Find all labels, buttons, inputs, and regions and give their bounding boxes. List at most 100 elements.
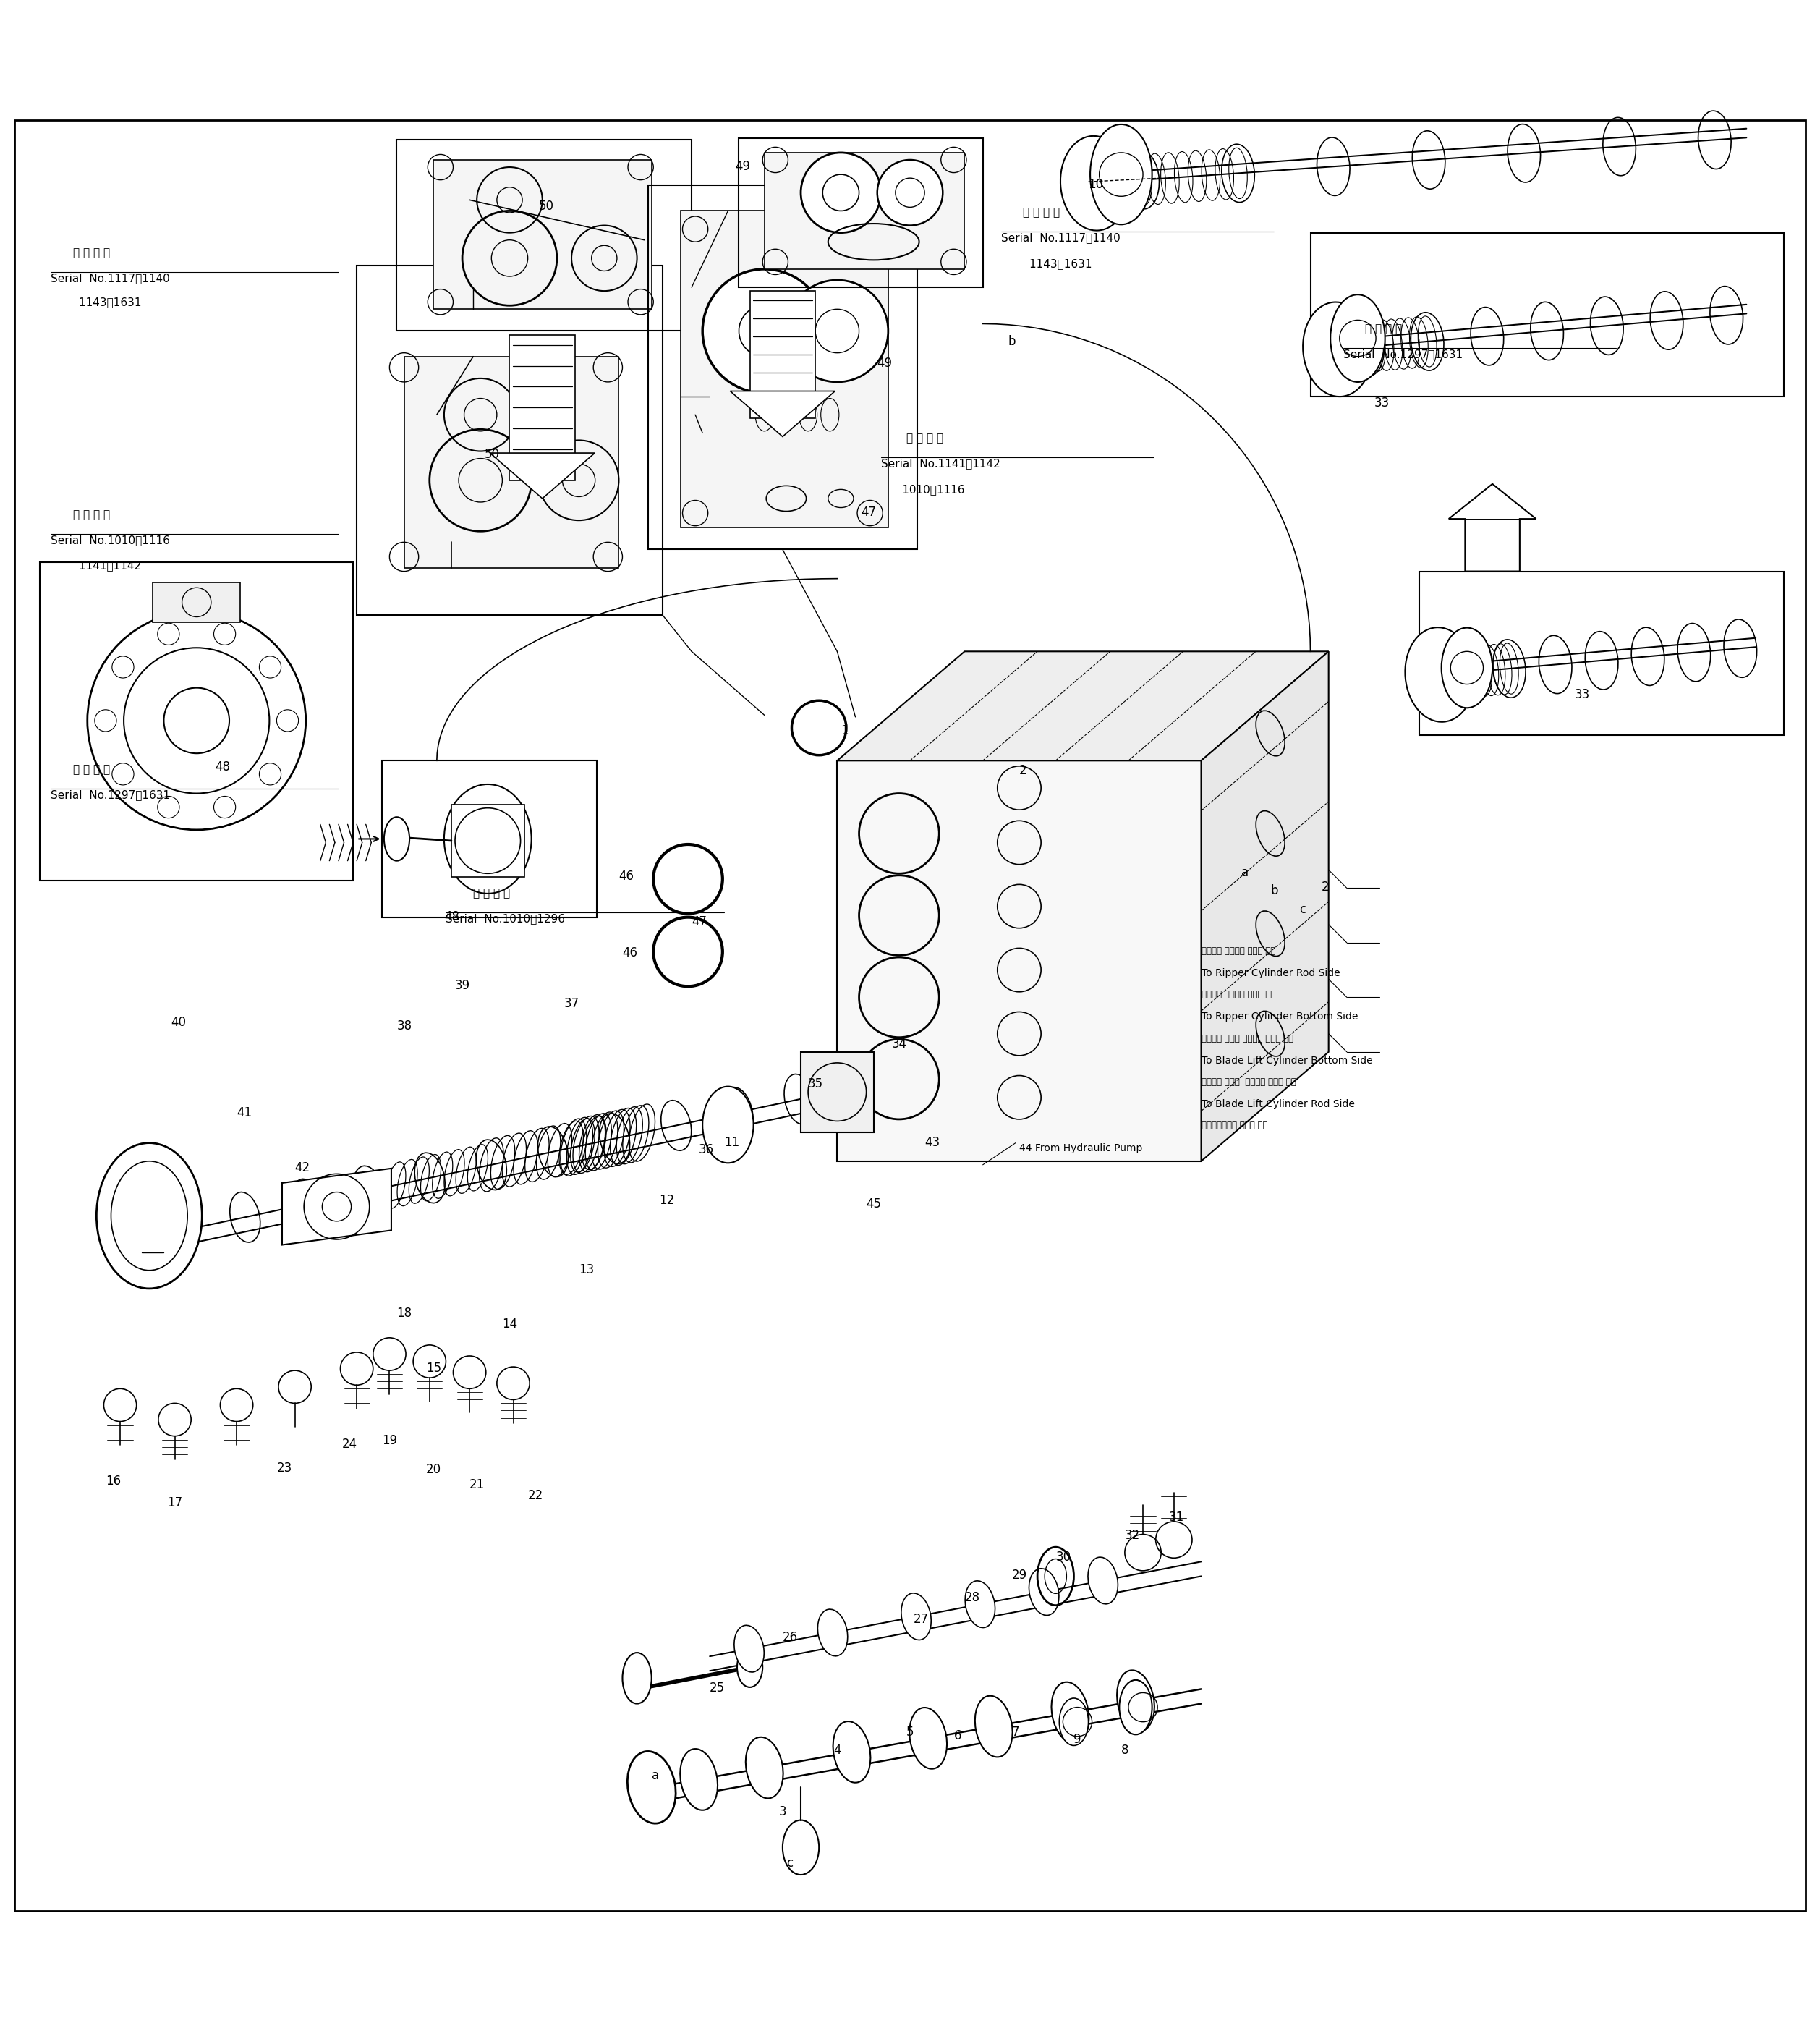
Text: 32: 32 (1125, 1529, 1139, 1542)
Text: 39: 39 (455, 979, 470, 991)
Text: 46: 46 (622, 946, 637, 959)
Text: 14: 14 (502, 1318, 517, 1330)
Text: b: b (1008, 335, 1016, 347)
Text: 15: 15 (426, 1361, 440, 1375)
Text: c: c (786, 1856, 794, 1871)
Text: a: a (652, 1769, 659, 1781)
Ellipse shape (1117, 1669, 1154, 1732)
Circle shape (278, 1371, 311, 1403)
Bar (801, 1052, 874, 1131)
Ellipse shape (1090, 124, 1152, 225)
Text: 28: 28 (965, 1590, 979, 1604)
Bar (382, 762, 597, 918)
Text: 1143～1631: 1143～1631 (1001, 258, 1092, 268)
Polygon shape (282, 1168, 391, 1245)
Text: 37: 37 (564, 997, 579, 1009)
Ellipse shape (834, 1722, 870, 1783)
Text: 適 用 号 機: 適 用 号 機 (473, 888, 510, 900)
Text: 23: 23 (277, 1462, 291, 1475)
Ellipse shape (1059, 1698, 1088, 1745)
Text: 1141～1142: 1141～1142 (51, 561, 142, 571)
Text: 6: 6 (954, 1728, 961, 1743)
Text: To Ripper Cylinder Rod Side: To Ripper Cylinder Rod Side (1201, 969, 1340, 979)
Ellipse shape (628, 1751, 675, 1824)
Circle shape (220, 1389, 253, 1422)
Ellipse shape (746, 1737, 783, 1797)
Ellipse shape (783, 1820, 819, 1875)
Text: 4: 4 (834, 1745, 841, 1757)
Text: 13: 13 (579, 1263, 593, 1275)
Text: ハイドロリック ポンプ から: ハイドロリック ポンプ から (1201, 1121, 1267, 1131)
Circle shape (413, 1345, 446, 1377)
Text: 1: 1 (841, 725, 848, 737)
Text: 33: 33 (1374, 396, 1389, 410)
Text: 36: 36 (699, 1143, 713, 1156)
Circle shape (373, 1338, 406, 1371)
Ellipse shape (1052, 1682, 1088, 1743)
Polygon shape (750, 290, 815, 418)
Text: To Blade Lift Cylinder Rod Side: To Blade Lift Cylinder Rod Side (1201, 1099, 1354, 1109)
Ellipse shape (910, 1708, 946, 1769)
Ellipse shape (1119, 1680, 1152, 1734)
Polygon shape (1201, 652, 1329, 1162)
Text: 2: 2 (1321, 881, 1329, 894)
Text: 16: 16 (106, 1475, 120, 1487)
Circle shape (786, 280, 888, 382)
Text: 40: 40 (171, 1016, 186, 1028)
Circle shape (453, 1357, 486, 1389)
Polygon shape (837, 762, 1201, 1162)
Text: 18: 18 (397, 1306, 411, 1320)
Text: 50: 50 (484, 447, 499, 461)
Ellipse shape (965, 1580, 996, 1627)
Ellipse shape (1028, 1568, 1059, 1615)
Text: Serial  No.1117～1140: Serial No.1117～1140 (1001, 234, 1119, 244)
Text: 35: 35 (808, 1076, 823, 1091)
Text: 29: 29 (1012, 1568, 1026, 1582)
Bar (397, 140, 692, 331)
Circle shape (703, 270, 826, 392)
Text: 30: 30 (1056, 1552, 1070, 1564)
Ellipse shape (976, 1696, 1012, 1757)
Text: 11: 11 (724, 1135, 739, 1150)
Polygon shape (510, 335, 575, 479)
Text: 27: 27 (914, 1613, 928, 1625)
Text: 26: 26 (783, 1631, 797, 1643)
Ellipse shape (1405, 628, 1474, 721)
Ellipse shape (817, 1609, 848, 1655)
Text: 9: 9 (1074, 1732, 1081, 1747)
Text: To Blade Lift Cylinder Bottom Side: To Blade Lift Cylinder Bottom Side (1201, 1056, 1372, 1066)
Ellipse shape (1088, 1558, 1117, 1604)
Text: 48: 48 (444, 910, 459, 922)
Circle shape (104, 1389, 136, 1422)
Bar (648, 185, 917, 550)
Polygon shape (730, 392, 835, 437)
Text: 適 用 号 機: 適 用 号 機 (906, 433, 943, 445)
Text: 21: 21 (470, 1479, 484, 1491)
Text: リッパー シリンダ ボトム 側へ: リッパー シリンダ ボトム 側へ (1201, 989, 1276, 999)
Text: 20: 20 (426, 1462, 440, 1477)
Ellipse shape (681, 1749, 717, 1810)
Text: 3: 3 (779, 1806, 786, 1818)
Text: To Ripper Cylinder Bottom Side: To Ripper Cylinder Bottom Side (1201, 1011, 1358, 1022)
Text: 43: 43 (925, 1135, 939, 1150)
Text: 45: 45 (866, 1198, 881, 1210)
Ellipse shape (1061, 136, 1130, 230)
Text: Serial  No.1297～1631: Serial No.1297～1631 (51, 790, 171, 800)
Polygon shape (681, 211, 888, 528)
Text: 適 用 号 機: 適 用 号 機 (1365, 323, 1401, 335)
Ellipse shape (1330, 294, 1385, 382)
Text: 8: 8 (1121, 1745, 1128, 1757)
Text: 22: 22 (528, 1489, 542, 1501)
Text: リッパー シリンダ ロッド 側へ: リッパー シリンダ ロッド 側へ (1201, 946, 1276, 957)
Polygon shape (764, 152, 965, 270)
Text: 17: 17 (167, 1497, 182, 1509)
Ellipse shape (1303, 303, 1372, 396)
Polygon shape (490, 453, 595, 498)
Text: 46: 46 (619, 869, 633, 883)
Text: 12: 12 (659, 1194, 673, 1206)
Text: 48: 48 (215, 762, 229, 774)
Text: 10: 10 (1088, 179, 1103, 191)
Polygon shape (433, 160, 652, 309)
Polygon shape (404, 357, 619, 569)
Circle shape (877, 160, 943, 225)
